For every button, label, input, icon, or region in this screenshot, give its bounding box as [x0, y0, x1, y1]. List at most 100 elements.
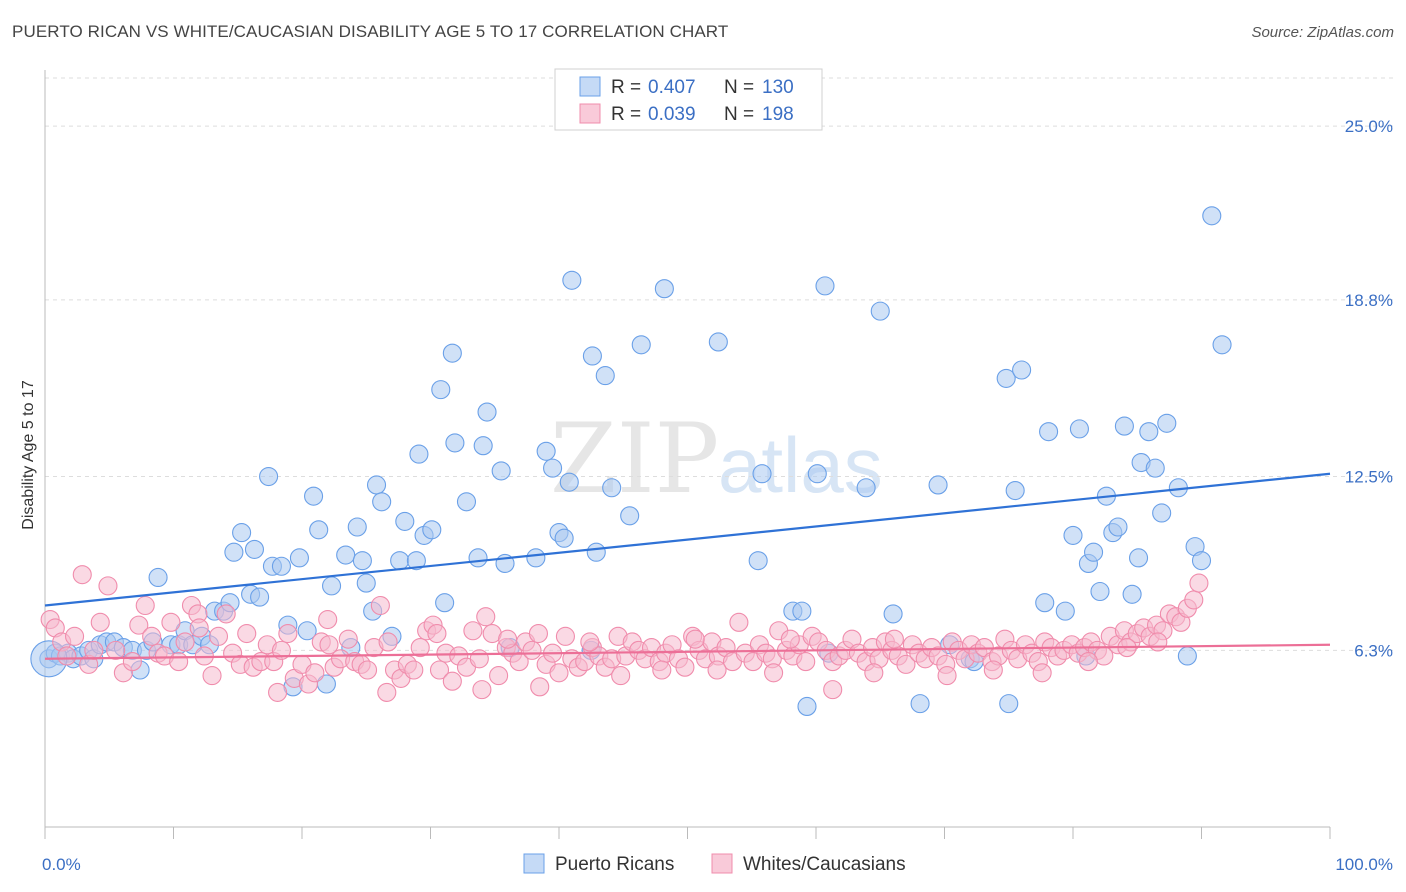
white-caucasian-point-192: [427, 623, 447, 644]
puerto-rican-point-30: [250, 587, 270, 607]
puerto-rican-point-85: [752, 464, 772, 484]
puerto-rican-point-123: [1157, 413, 1177, 433]
white-caucasian-point-181: [707, 660, 727, 680]
white-caucasian-point-9: [98, 576, 118, 596]
puerto-rican-point-105: [1039, 422, 1059, 442]
white-caucasian-point-13: [129, 615, 149, 635]
puerto-rican-point-92: [856, 478, 876, 498]
white-caucasian-point-19: [169, 652, 189, 672]
puerto-rican-point-104: [1035, 593, 1055, 613]
white-caucasian-point-197: [884, 629, 904, 649]
chart-title: PUERTO RICAN VS WHITE/CAUCASIAN DISABILI…: [12, 22, 729, 41]
white-caucasian-point-49: [370, 595, 390, 616]
gridlines: [45, 77, 1395, 651]
white-caucasian-point-183: [864, 663, 884, 683]
puerto-rican-point-82: [654, 279, 674, 299]
puerto-rican-point-115: [1108, 517, 1128, 537]
white-caucasian-point-18: [161, 612, 181, 632]
puerto-rican-point-58: [435, 593, 455, 613]
puerto-rican-point-101: [999, 694, 1019, 714]
white-caucasian-point-193: [498, 629, 518, 649]
white-caucasian-point-191: [319, 635, 339, 655]
watermark-atlas: atlas: [718, 421, 883, 509]
puerto-rican-point-62: [468, 548, 488, 568]
legend-n-label-1: N =: [724, 77, 754, 98]
white-caucasian-point-179: [611, 666, 631, 686]
puerto-rican-point-41: [322, 576, 342, 596]
puerto-rican-point-121: [1145, 458, 1165, 478]
legend-r-value-1: 0.407: [648, 77, 696, 98]
puerto-rican-point-54: [409, 444, 429, 464]
puerto-rican-point-37: [297, 621, 317, 641]
puerto-rican-point-61: [456, 492, 477, 512]
puerto-rican-point-100: [996, 368, 1016, 388]
white-caucasian-point-196: [780, 629, 800, 649]
bottom-legend-swatch-pink: [711, 853, 733, 874]
white-caucasian-point-175: [268, 682, 288, 702]
white-caucasian-point-189: [1148, 632, 1168, 652]
white-caucasian-point-73: [528, 623, 548, 644]
puerto-rican-point-88: [797, 696, 817, 716]
y-tick-labels: 6.3% 12.5% 18.8% 25.0%: [1345, 117, 1393, 660]
puerto-rican-point-120: [1139, 422, 1159, 442]
white-caucasian-point-14: [135, 595, 155, 616]
legend-r-label-1: R =: [611, 77, 641, 98]
y-tick-label-2: 18.8%: [1345, 291, 1393, 310]
white-caucasian-point-65: [476, 607, 496, 627]
puerto-rican-point-56: [422, 520, 442, 540]
white-caucasian-point-25: [208, 626, 229, 646]
puerto-rican-point-127: [1191, 551, 1212, 571]
puerto-rican-point-103: [1012, 360, 1032, 380]
puerto-rican-point-80: [620, 506, 640, 526]
white-caucasian-point-113: [796, 652, 816, 672]
puerto-rican-point-26: [224, 542, 244, 562]
bottom-legend-label-white-caucasians: Whites/Caucasians: [743, 854, 906, 875]
puerto-rican-point-73: [559, 472, 579, 492]
white-caucasian-point-176: [377, 682, 397, 702]
puerto-rican-point-38: [304, 486, 324, 506]
puerto-rican-point-52: [395, 511, 415, 531]
puerto-rican-point-31: [259, 466, 279, 487]
puerto-rican-point-89: [807, 464, 827, 484]
y-axis-title: Disability Age 5 to 17: [20, 380, 37, 530]
white-caucasian-point-76: [549, 663, 569, 683]
white-caucasian-point-103: [729, 612, 749, 632]
puerto-rican-point-33: [271, 556, 291, 576]
puerto-rican-point-108: [1069, 419, 1089, 439]
puerto-rican-point-128: [1202, 206, 1222, 226]
white-caucasian-point-128: [896, 654, 916, 674]
white-caucasian-point-194: [580, 632, 600, 652]
white-caucasian-point-24: [202, 666, 222, 686]
puerto-rican-point-49: [372, 492, 392, 512]
puerto-rican-point-93: [870, 301, 890, 321]
puerto-rican-point-44: [347, 517, 367, 537]
white-caucasian-point-185: [983, 660, 1003, 680]
puerto-rican-point-69: [536, 441, 556, 461]
white-caucasian-point-26: [216, 604, 236, 624]
white-caucasian-point-95: [675, 657, 695, 677]
white-caucasian-point-8: [90, 612, 110, 632]
puerto-rican-point-96: [928, 475, 948, 495]
white-caucasian-trend-line: [44, 643, 1331, 660]
puerto-rican-point-68: [526, 548, 546, 568]
y-tick-label-3: 25.0%: [1345, 117, 1393, 136]
bottom-legend-label-puerto-ricans: Puerto Ricans: [555, 854, 674, 875]
puerto-rican-point-83: [708, 332, 728, 352]
white-caucasian-point-47: [357, 660, 378, 680]
puerto-rican-point-106: [1055, 601, 1075, 621]
white-caucasian-point-7: [84, 640, 104, 660]
white-caucasian-point-41: [318, 609, 338, 630]
white-caucasian-point-67: [489, 666, 509, 686]
white-caucasian-point-34: [271, 640, 291, 660]
puerto-rican-point-29: [244, 539, 265, 559]
legend-n-label-2: N =: [724, 104, 754, 125]
puerto-rican-point-16: [148, 567, 168, 588]
white-caucasian-point-184: [937, 666, 957, 686]
puerto-rican-point-94: [883, 604, 903, 624]
watermark: ZIP atlas: [550, 403, 883, 515]
white-caucasian-point-55: [410, 638, 430, 658]
white-caucasian-point-173: [1189, 573, 1209, 593]
white-caucasian-point-60: [442, 671, 462, 691]
puerto-rican-point-102: [1005, 481, 1025, 501]
